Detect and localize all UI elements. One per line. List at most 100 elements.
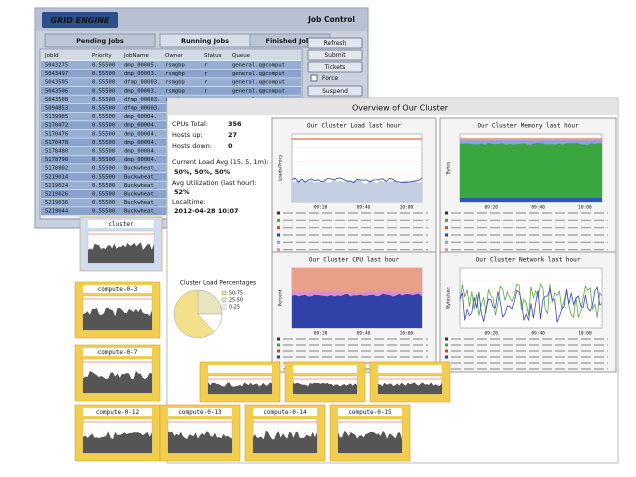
- table-cell: r: [204, 80, 208, 86]
- graph-title: Our Cluster CPU last hour: [309, 257, 400, 264]
- table-row[interactable]: [41, 78, 301, 87]
- load-area: [292, 179, 422, 202]
- tab-label[interactable]: Finished Jobs: [266, 37, 315, 45]
- legend-swatch: [277, 233, 280, 237]
- time-label: 10:00: [400, 205, 414, 211]
- checkbox[interactable]: [310, 74, 318, 82]
- thumb-label[interactable]: cluster: [108, 221, 134, 228]
- legend-swatch: [277, 349, 280, 353]
- table-cell: Buckwheat_: [124, 200, 158, 206]
- thumb-label[interactable]: compute-0-15: [348, 409, 392, 416]
- table-cell: dfmp_00003.: [124, 80, 160, 86]
- overview-header: [168, 99, 617, 115]
- table-cell: 5219036: [45, 200, 68, 206]
- graph-title: Our Cluster Network last hour: [476, 257, 581, 264]
- table-cell: dmp_00003.: [124, 88, 157, 94]
- table-cell: general.q@comput: [232, 80, 285, 86]
- thumb-label[interactable]: compute-0-12: [96, 409, 140, 416]
- thumb-label-box: [83, 285, 152, 293]
- time-label: 09:40: [357, 205, 371, 211]
- table-cell: rsmgbp: [165, 88, 185, 94]
- button[interactable]: [307, 85, 363, 97]
- column-header: Priority: [92, 53, 112, 59]
- column-header: JobId: [44, 53, 59, 59]
- table-cell: 5219044: [45, 209, 69, 215]
- thumb-graph: [378, 382, 442, 394]
- table-cell: general.q@comput: [232, 71, 285, 77]
- thumb-label[interactable]: compute-0-7: [98, 349, 138, 356]
- table-cell: 0.55500: [92, 114, 115, 120]
- table-cell: dmp_00004.: [124, 157, 157, 163]
- button-label[interactable]: Refresh: [324, 40, 347, 47]
- legend-swatch: [445, 240, 448, 244]
- thumb-graph: [338, 430, 402, 453]
- thumb-label[interactable]: compute-0-14: [263, 409, 307, 416]
- graph-title: Our Cluster Memory last hour: [477, 123, 579, 130]
- table-cell: 5139905: [45, 114, 68, 120]
- button-label[interactable]: Submit: [324, 52, 346, 59]
- thumb-label-box: [293, 365, 357, 373]
- time-label: 09:20: [484, 205, 498, 211]
- thumb-label[interactable]: compute-0-13: [178, 409, 222, 416]
- legend-swatch: [445, 248, 448, 252]
- thumb-label[interactable]: compute-0-3: [98, 286, 138, 293]
- table-row[interactable]: [41, 61, 301, 69]
- plot-area: [459, 267, 603, 329]
- time-label: 10:00: [578, 331, 592, 337]
- thumb-graph: [253, 430, 317, 453]
- table-cell: r: [204, 63, 208, 69]
- table-cell: 5178790: [45, 157, 68, 163]
- pie-legend-label: 0-25: [229, 305, 240, 311]
- legend-swatch: [277, 240, 280, 244]
- table-cell: Buckwheat_: [124, 166, 158, 172]
- stat-label: CPUs Total:: [172, 120, 208, 128]
- thumb-graph: [83, 308, 152, 330]
- legend-swatch: [445, 337, 448, 341]
- tab-label[interactable]: Running Jobs: [181, 37, 229, 45]
- legend-swatch: [277, 211, 280, 215]
- thumb-label-box: [253, 408, 317, 416]
- table-row[interactable]: [41, 69, 301, 78]
- table-header: [41, 50, 301, 60]
- table-cell: general.q@comput: [232, 88, 285, 94]
- table-cell: 0.55500: [92, 157, 115, 163]
- table-cell: 5170472: [45, 123, 68, 129]
- button[interactable]: [307, 49, 363, 61]
- thumb-label-box: [83, 348, 152, 356]
- stat-label: Current Load Avg (15, 5, 1m):: [172, 158, 269, 166]
- table-cell: dmp_00004.: [124, 114, 157, 120]
- thumb-graph: [83, 431, 152, 453]
- column-header: Owner: [165, 53, 184, 59]
- graph-ylabel: Percent: [278, 289, 284, 306]
- column-header: Queue: [232, 53, 251, 59]
- table-cell: dfmp_00003.: [124, 106, 160, 112]
- table-cell: dmp_00004.: [124, 149, 157, 155]
- thumb-label-box: [338, 408, 402, 416]
- legend-swatch: [445, 349, 448, 353]
- table-cell: 5219014: [45, 174, 69, 180]
- table-cell: 5170476: [45, 131, 68, 137]
- button-label[interactable]: Suspend: [322, 88, 348, 95]
- legend-swatch: [277, 248, 280, 252]
- button-label[interactable]: Tickets: [324, 64, 346, 71]
- table-cell: 0.55500: [92, 63, 115, 69]
- checkbox-label[interactable]: Force: [322, 75, 339, 82]
- table-row[interactable]: [41, 86, 301, 95]
- load-line: [291, 177, 423, 184]
- stat-value: 2012-04-28 10:07: [174, 207, 239, 215]
- table-cell: 5043505: [45, 80, 68, 86]
- tab[interactable]: [44, 33, 156, 48]
- legend-swatch: [445, 343, 448, 347]
- table-cell: 5043508: [45, 97, 68, 103]
- time-label: 09:40: [531, 205, 545, 211]
- table-cell: 5219026: [45, 192, 68, 198]
- button[interactable]: [307, 61, 363, 73]
- stat-label: Avg Utilization (last hour):: [172, 179, 257, 187]
- button[interactable]: [307, 37, 363, 49]
- net-in: [459, 283, 603, 319]
- tab-label[interactable]: Pending Jobs: [76, 37, 124, 45]
- table-cell: 0.55500: [92, 131, 115, 137]
- pie-legend-label: 50-75: [229, 291, 243, 297]
- table-cell: 0.55500: [92, 97, 115, 103]
- table-cell: rsmgbp: [165, 71, 185, 77]
